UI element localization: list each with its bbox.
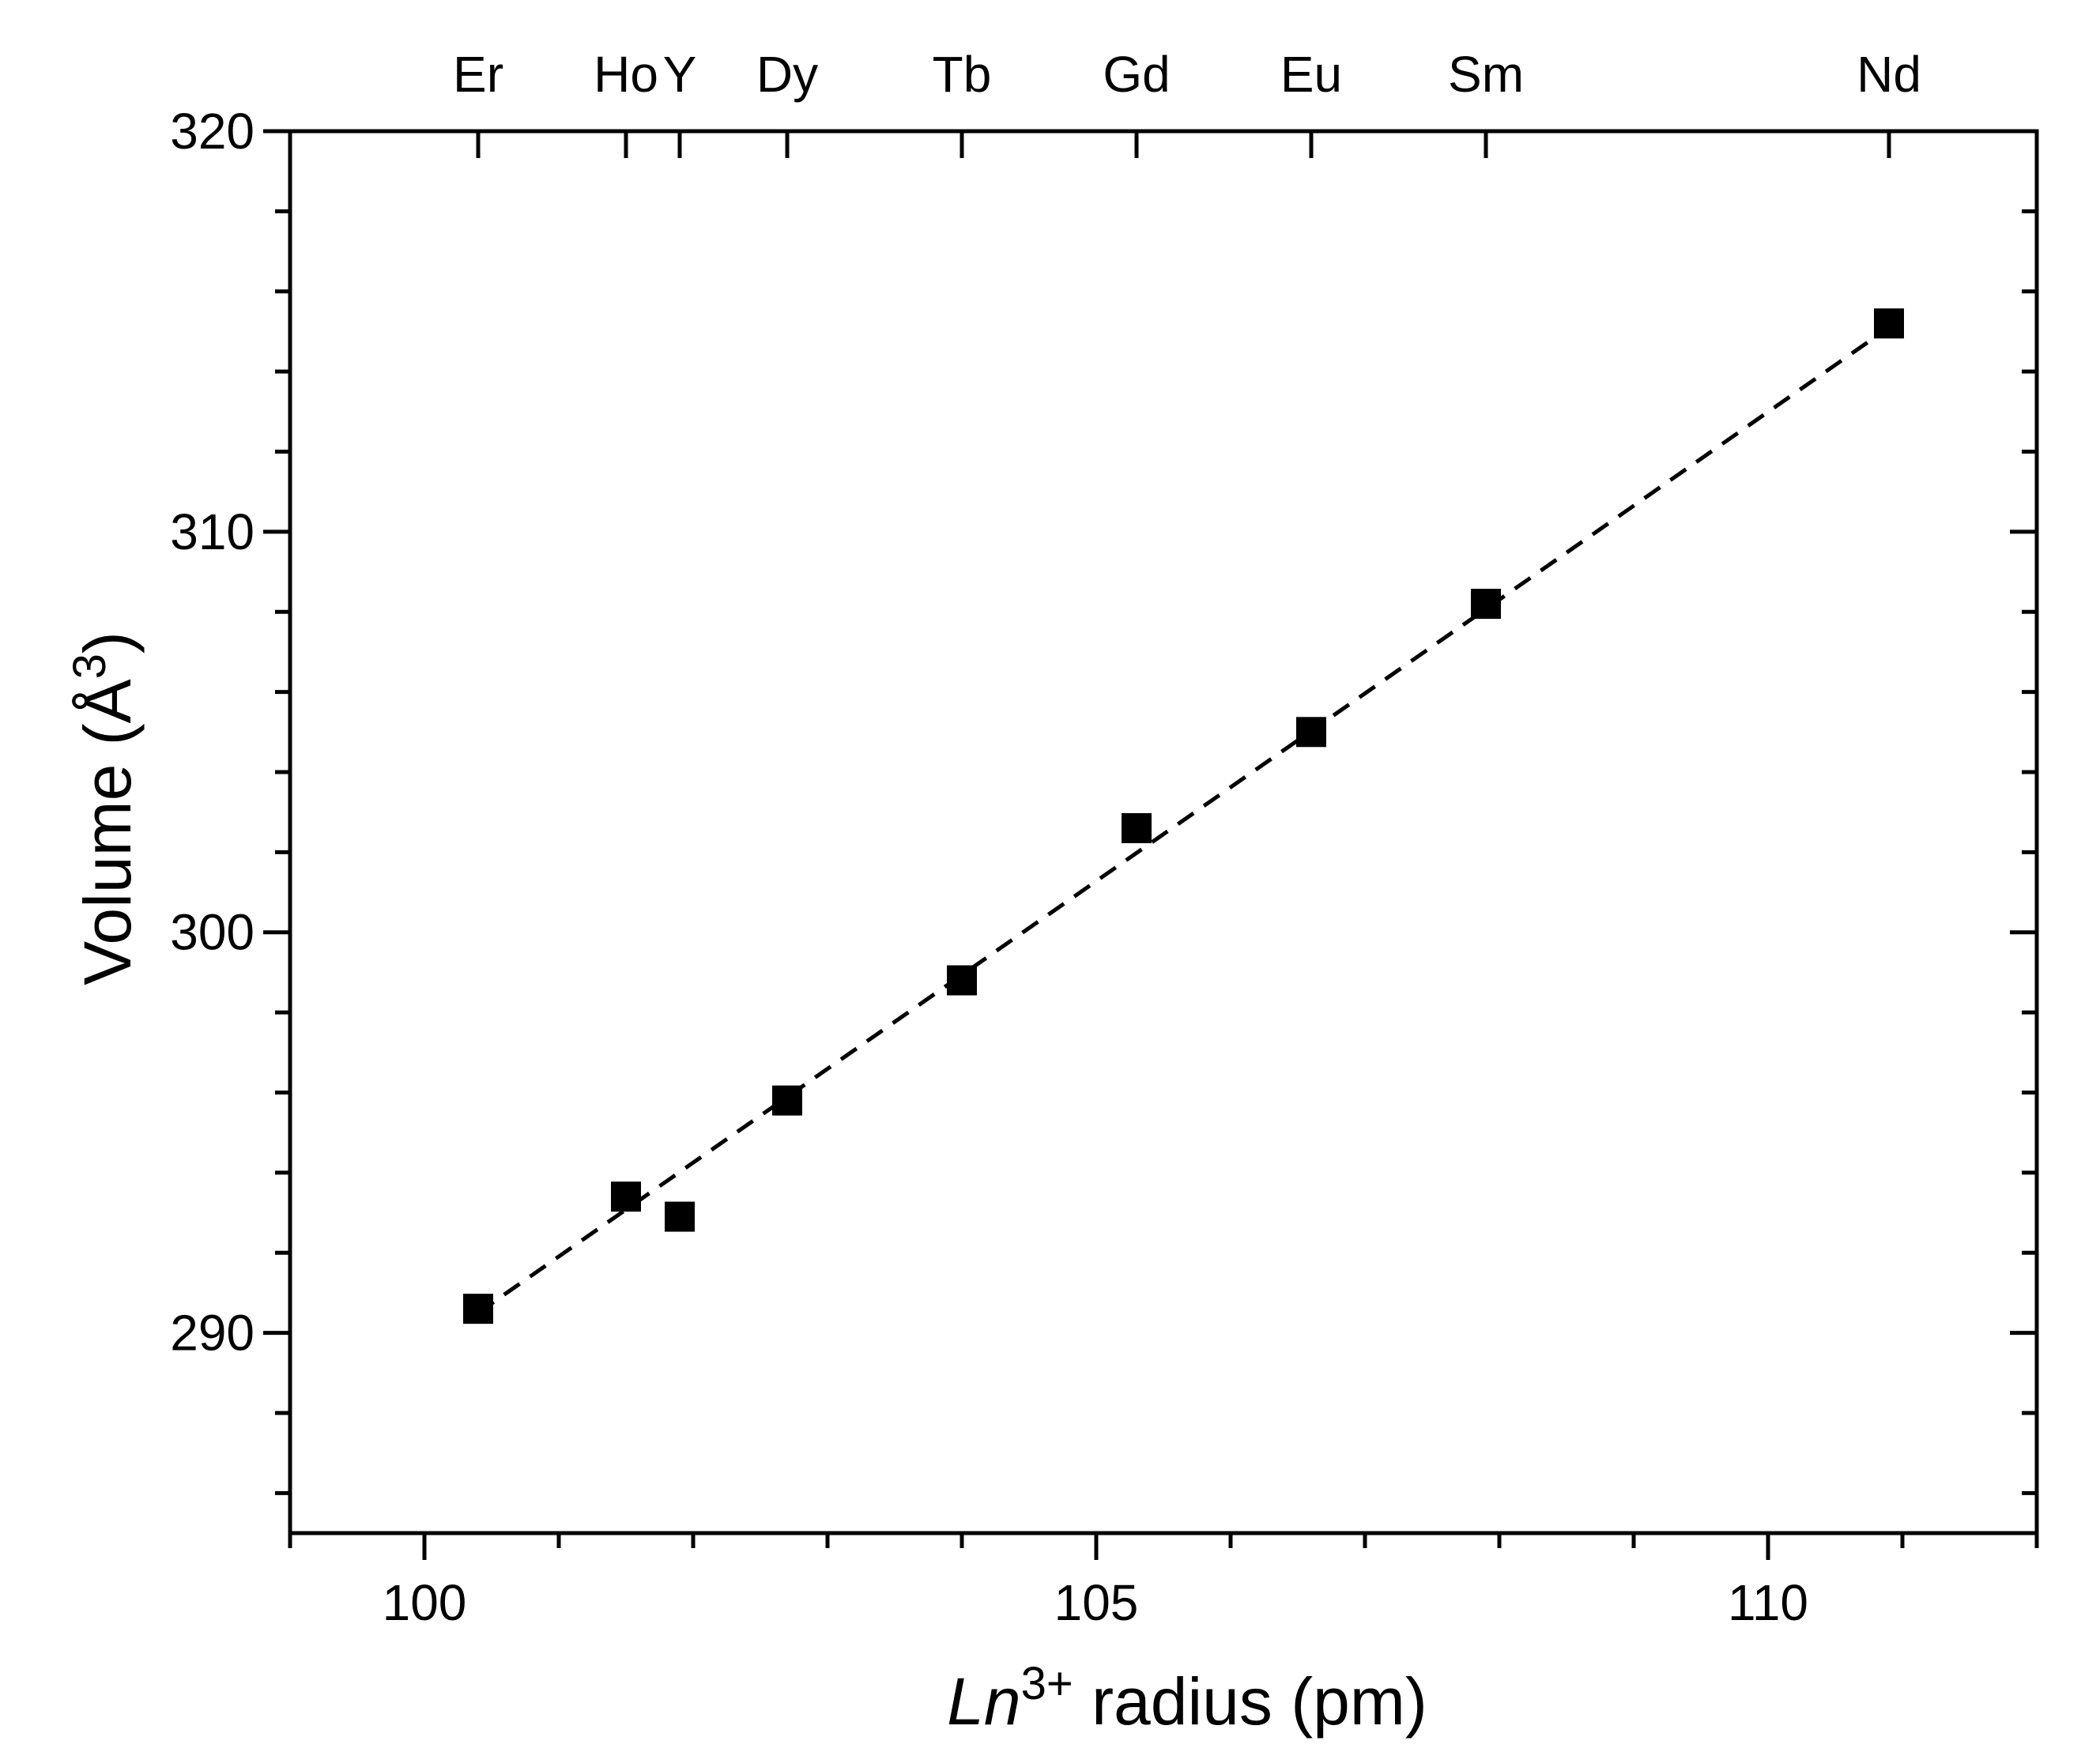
- x-tick-label: 100: [383, 1574, 467, 1631]
- fit-line: [477, 326, 1891, 1315]
- x-tick-label: 110: [1728, 1574, 1808, 1631]
- data-point: [772, 1085, 802, 1116]
- top-element-label: Tb: [933, 46, 992, 103]
- top-element-label: Ho: [594, 46, 658, 103]
- data-point: [1874, 308, 1904, 339]
- y-tick-label: 320: [170, 103, 254, 160]
- top-element-label: Dy: [756, 46, 818, 103]
- data-points: [463, 308, 1904, 1324]
- y-axis-title-close: ): [70, 631, 145, 654]
- x-axis-title-rest: radius (pm): [1073, 1664, 1427, 1739]
- top-element-label: Nd: [1857, 46, 1921, 103]
- data-point: [611, 1181, 641, 1212]
- top-element-label: Sm: [1448, 46, 1524, 103]
- top-element-label: Er: [453, 46, 503, 103]
- y-tick-label: 290: [170, 1305, 254, 1362]
- tick-labels: 100 105 110 290 300 310 320 Er Ho Y Dy Tb Gd Eu Sm Nd: [170, 46, 1921, 1631]
- y-axis-title-sup: 3: [64, 654, 115, 679]
- fit-line-group: [477, 326, 1891, 1315]
- axis-ticks: [263, 129, 2039, 1560]
- x-axis-title: Ln3+ radius (pm): [947, 1658, 1427, 1739]
- data-point: [947, 965, 977, 996]
- y-axis-title-text: Volume (Å: [70, 679, 145, 985]
- data-point: [665, 1201, 695, 1232]
- data-point: [463, 1294, 493, 1324]
- x-axis-title-sup: 3+: [1021, 1658, 1073, 1709]
- top-element-label: Eu: [1280, 46, 1342, 103]
- data-point: [1296, 717, 1326, 748]
- top-element-label: Gd: [1103, 46, 1170, 103]
- data-point: [1122, 812, 1152, 843]
- x-axis-title-italic: Ln: [947, 1664, 1020, 1739]
- data-point: [1471, 589, 1501, 620]
- x-tick-label: 105: [1054, 1574, 1139, 1631]
- y-axis-title: Volume (Å3): [64, 631, 145, 985]
- top-element-label: Y: [663, 46, 697, 103]
- plot-frame: [288, 129, 2039, 1535]
- y-tick-label: 300: [170, 904, 254, 961]
- y-tick-label: 310: [170, 503, 254, 560]
